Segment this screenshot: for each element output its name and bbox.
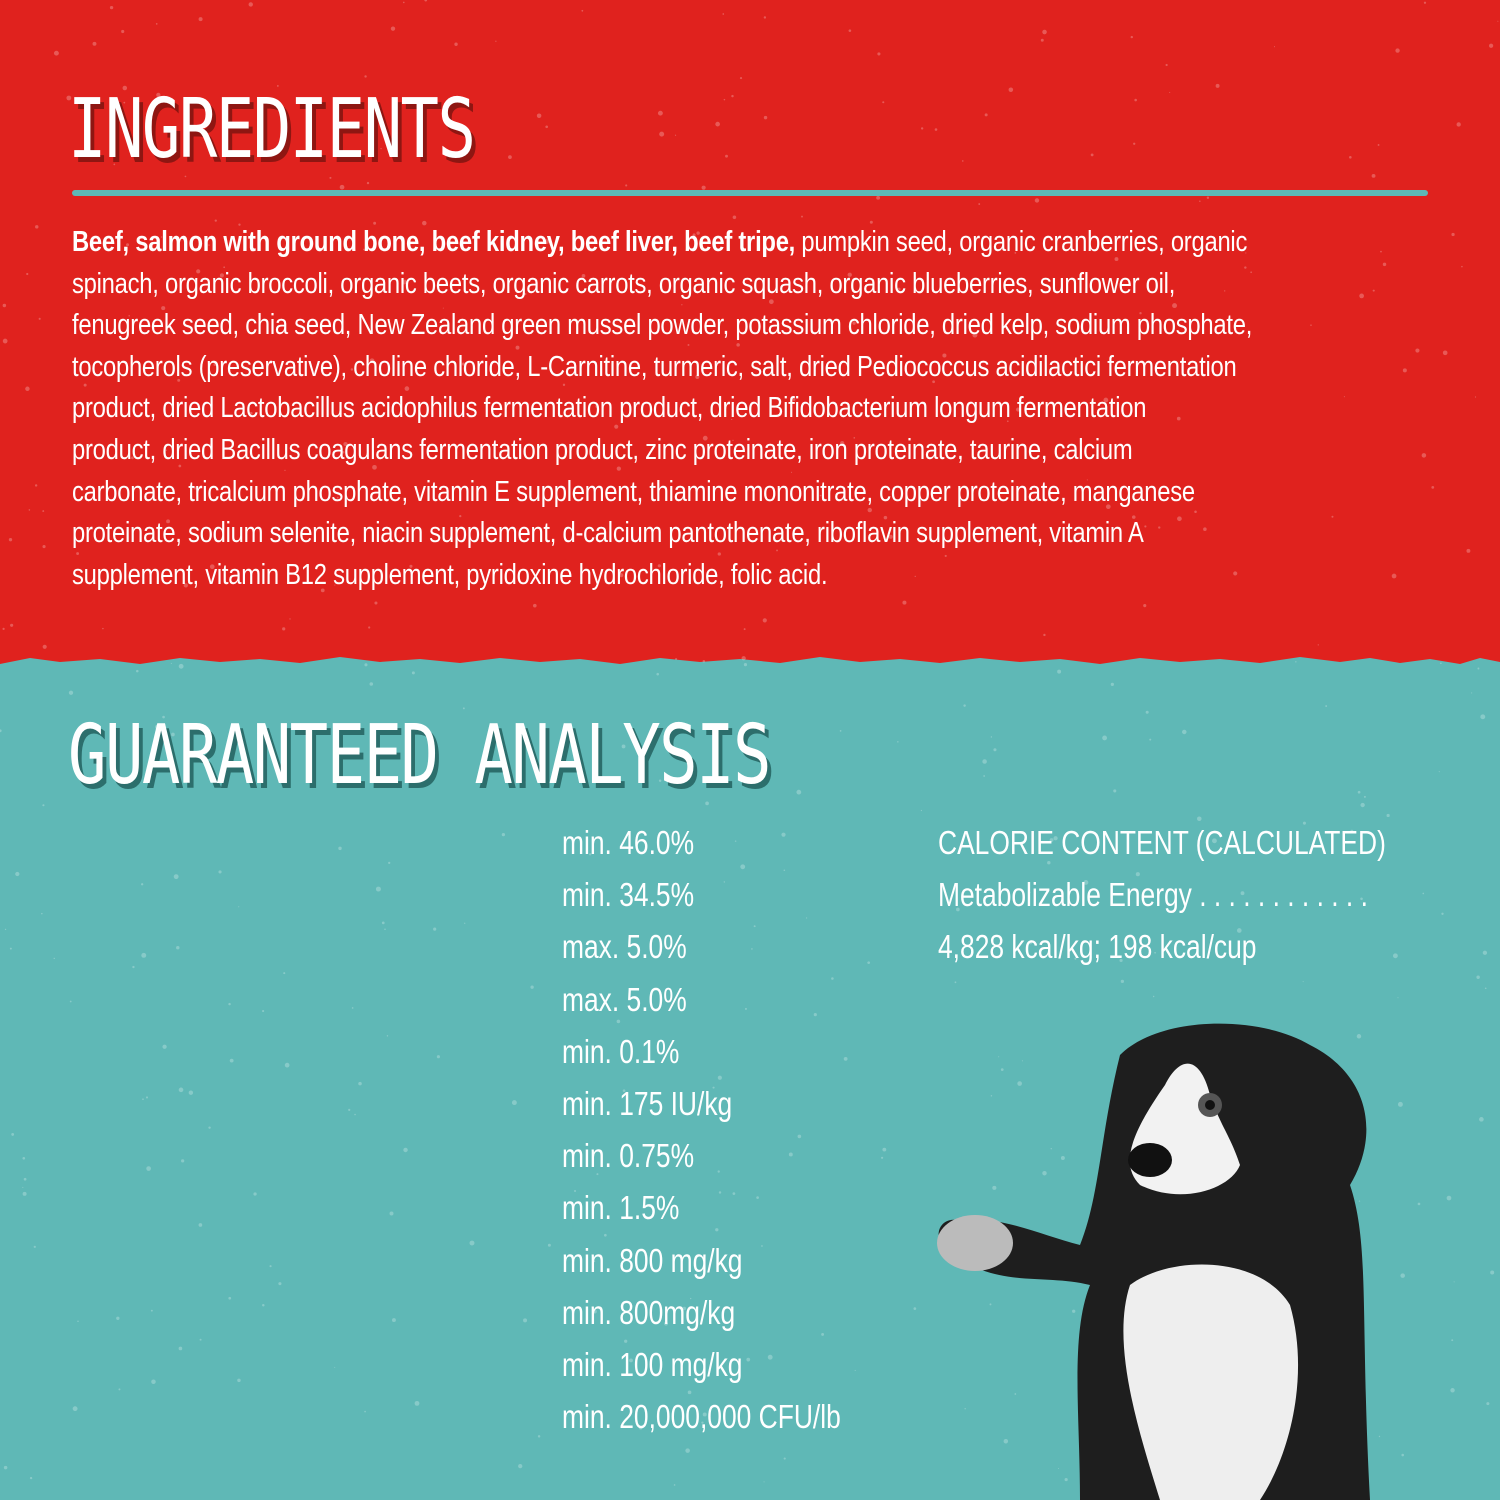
ingredients-panel [0,0,1500,670]
analysis-value: max. 5.0% [562,980,687,1018]
analysis-value: min. 0.75% [562,1137,695,1175]
ingredients-line: spinach, organic broccoli, organic beets… [72,267,1176,300]
ingredients-line: supplement, vitamin B12 supplement, pyri… [72,558,828,591]
analysis-value: min. 800 mg/kg [562,1241,743,1279]
analysis-value: min. 800mg/kg [562,1293,736,1331]
analysis-value: min. 46.0% [562,824,695,861]
ingredients-title: INGREDIENTS [68,82,476,177]
ingredients-line: carbonate, tricalcium phosphate, vitamin… [72,475,1195,508]
ingredients-line: product, dried Bacillus coagulans fermen… [72,433,1133,466]
calorie-label: Metabolizable Energy . . . . . . . . . .… [938,876,1368,914]
analysis-value: min. 20,000,000 CFU/lb [562,1398,841,1436]
calorie-value: 4,828 kcal/kg; 198 kcal/cup [938,928,1257,966]
ingredients-line: proteinate, sodium selenite, niacin supp… [72,517,1144,550]
analysis-value: min. 100 mg/kg [562,1345,743,1383]
ingredients-line: tocopherols (preservative), choline chlo… [72,350,1237,383]
calorie-heading: CALORIE CONTENT (CALCULATED) [938,824,1386,861]
analysis-value: min. 0.1% [562,1032,680,1070]
divider [72,190,1428,196]
analysis-value: min. 34.5% [562,876,695,914]
analysis-value: max. 5.0% [562,928,687,966]
ingredients-bold: Beef, salmon with ground bone, beef kidn… [72,226,796,258]
ingredients-list: Beef, salmon with ground bone, beef kidn… [72,226,1500,600]
ingredients-line: product, dried Lactobacillus acidophilus… [72,392,1147,425]
torn-edge [0,640,1500,664]
puppy-image [937,1023,1370,1500]
calorie-content: CALORIE CONTENT (CALCULATED) Metabolizab… [938,824,1498,981]
ingredients-text: pumpkin seed, organic cranberries, organ… [795,226,1248,258]
analysis-value: min. 1.5% [562,1189,680,1227]
analysis-title: GUARANTEED ANALYSIS [68,708,772,803]
ingredients-line: Beef, salmon with ground bone, beef kidn… [72,226,1252,268]
analysis-value: min. 175 IU/kg [562,1084,733,1122]
ingredients-line: fenugreek seed, chia seed, New Zealand g… [72,309,1253,342]
